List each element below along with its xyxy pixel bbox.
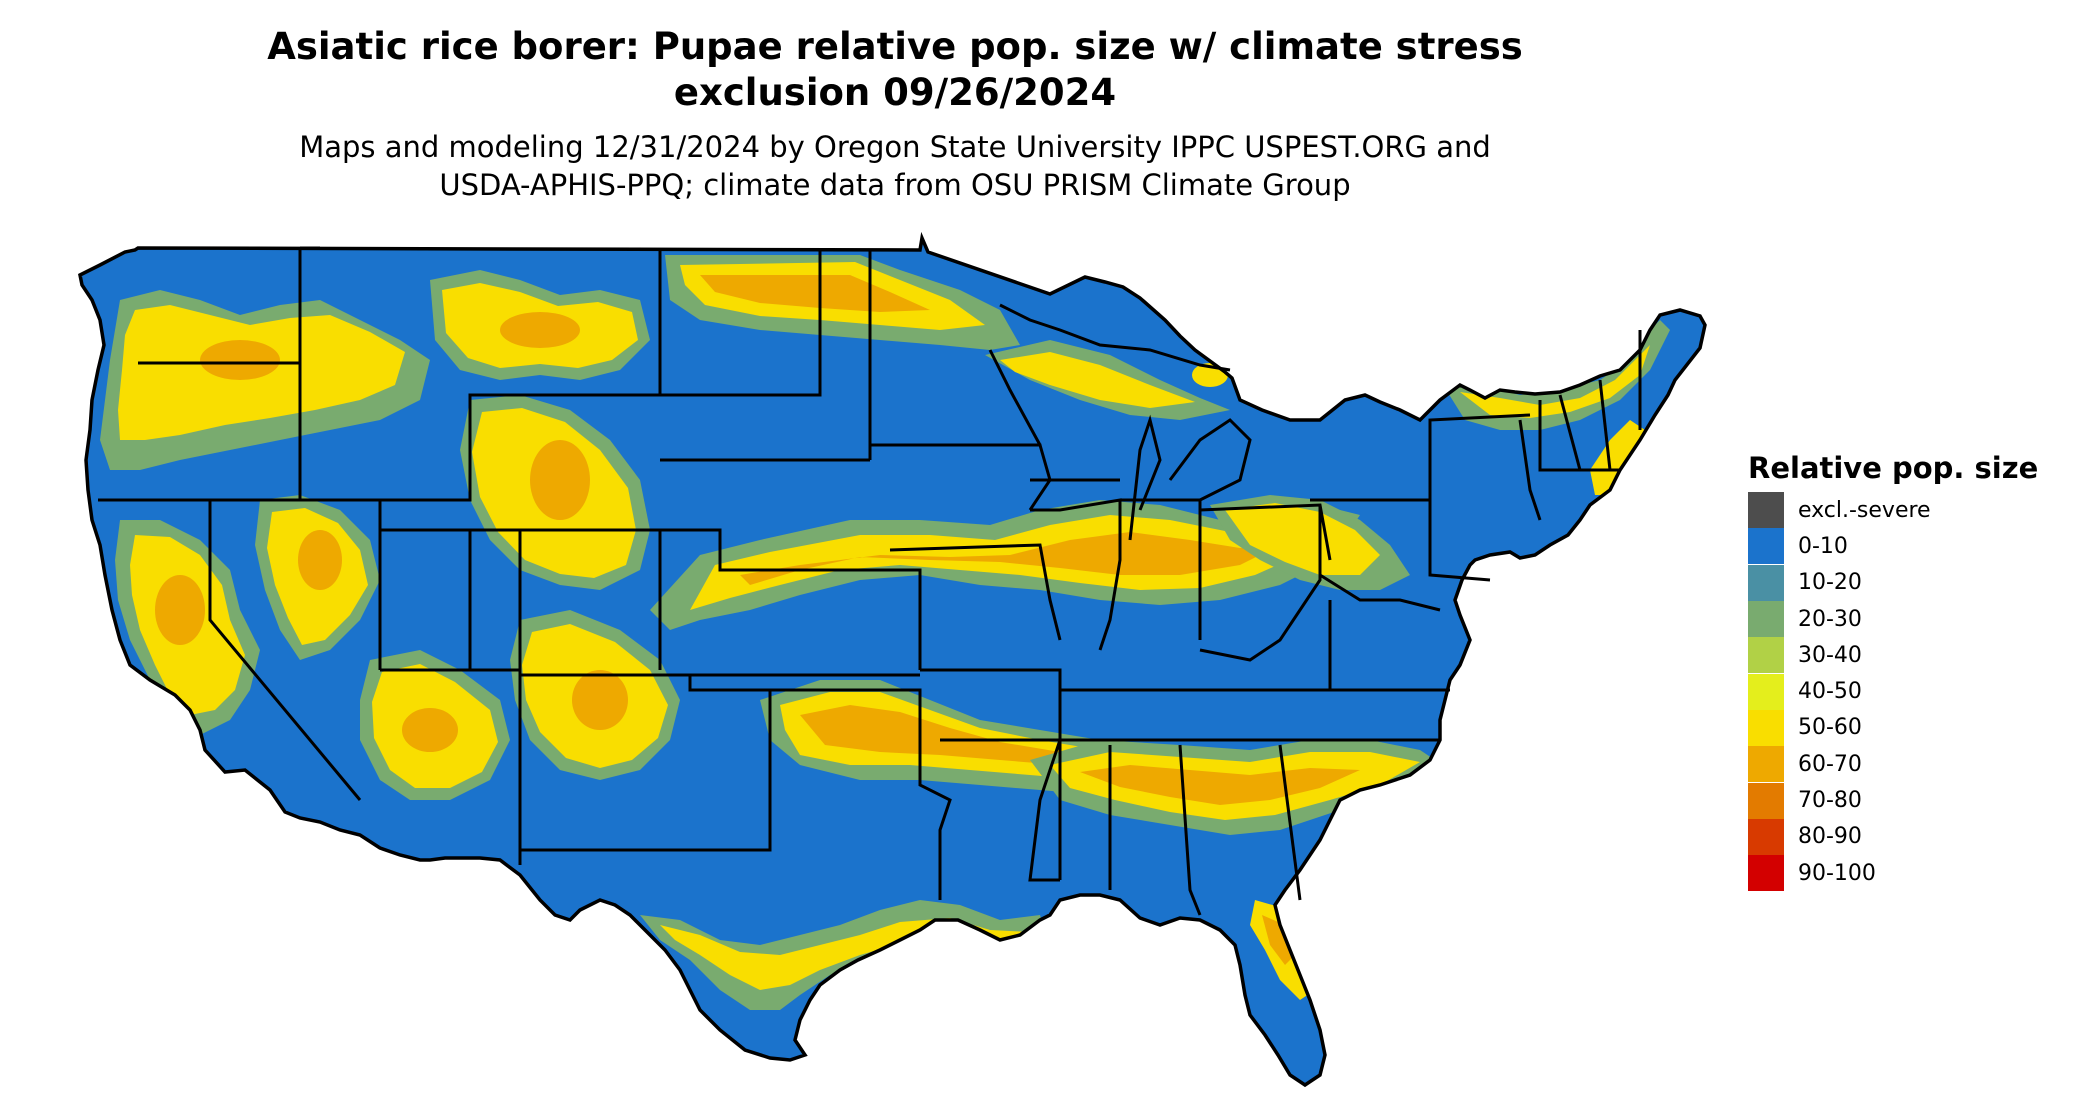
legend-label: 20-30	[1798, 606, 1862, 632]
legend-title: Relative pop. size	[1748, 451, 2039, 485]
legend-item: 80-90	[1748, 818, 2078, 855]
map-subtitle: Maps and modeling 12/31/2024 by Oregon S…	[0, 128, 1790, 204]
legend-swatch	[1748, 673, 1784, 710]
title-line-2: exclusion 09/26/2024	[673, 71, 1117, 114]
legend-swatch	[1748, 528, 1784, 565]
legend-swatch	[1748, 492, 1784, 529]
legend-label: 10-20	[1798, 570, 1862, 596]
legend-label: excl.-severe	[1798, 497, 1931, 523]
legend-label: 90-100	[1798, 860, 1876, 886]
legend-item: 20-30	[1748, 601, 2078, 638]
map-title: Asiatic rice borer: Pupae relative pop. …	[0, 24, 1790, 116]
map-legend: Relative pop. size excl.-severe 0-10 10-…	[1748, 450, 2078, 892]
legend-item: excl.-severe	[1748, 492, 2078, 529]
legend-label: 0-10	[1798, 533, 1848, 559]
legend-items: excl.-severe 0-10 10-20 20-30 30-40 40-5…	[1748, 492, 2078, 892]
subtitle-line-2: USDA-APHIS-PPQ; climate data from OSU PR…	[439, 168, 1351, 202]
legend-item: 60-70	[1748, 746, 2078, 783]
legend-item: 40-50	[1748, 673, 2078, 710]
legend-item: 50-60	[1748, 709, 2078, 746]
legend-swatch	[1748, 746, 1784, 783]
legend-swatch	[1748, 855, 1784, 892]
legend-swatch	[1748, 637, 1784, 674]
legend-label: 60-70	[1798, 751, 1862, 777]
legend-label: 40-50	[1798, 679, 1862, 705]
state-borders	[98, 246, 1642, 916]
legend-swatch	[1748, 564, 1784, 601]
legend-swatch	[1748, 782, 1784, 819]
legend-item: 30-40	[1748, 637, 2078, 674]
legend-swatch	[1748, 818, 1784, 855]
legend-label: 50-60	[1798, 715, 1862, 741]
legend-swatch	[1748, 601, 1784, 638]
legend-item: 10-20	[1748, 564, 2078, 601]
subtitle-line-1: Maps and modeling 12/31/2024 by Oregon S…	[299, 130, 1491, 164]
legend-swatch	[1748, 709, 1784, 746]
suitability-surface	[80, 238, 1705, 1085]
legend-label: 80-90	[1798, 824, 1862, 850]
legend-label: 30-40	[1798, 642, 1862, 668]
legend-item: 90-100	[1748, 855, 2078, 892]
legend-label: 70-80	[1798, 788, 1862, 814]
title-line-1: Asiatic rice borer: Pupae relative pop. …	[267, 25, 1523, 68]
legend-item: 0-10	[1748, 528, 2078, 565]
legend-item: 70-80	[1748, 782, 2078, 819]
